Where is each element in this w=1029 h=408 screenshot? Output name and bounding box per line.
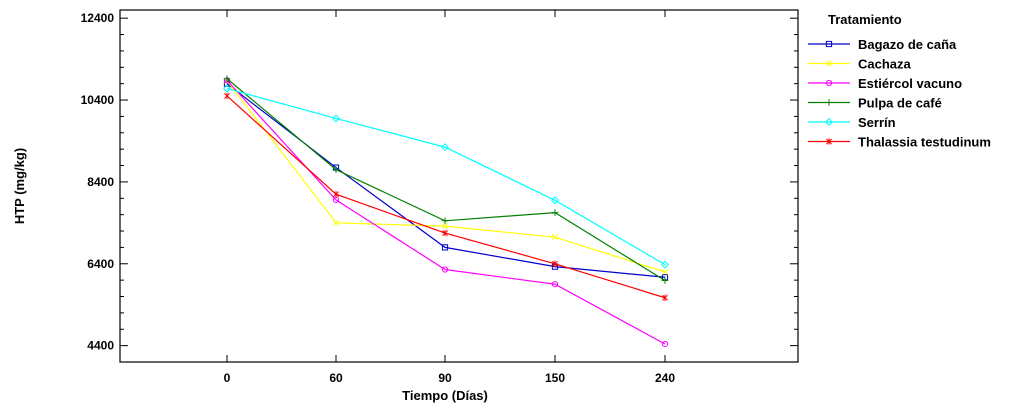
series-line — [226, 88, 666, 266]
legend-swatch-marker — [826, 60, 832, 67]
data-point — [662, 268, 668, 275]
data-point — [661, 277, 669, 284]
data-point — [222, 84, 232, 93]
data-point — [660, 260, 670, 269]
data-point — [223, 75, 231, 83]
data-point — [662, 294, 668, 302]
series-3 — [223, 77, 669, 348]
y-axis-label: HTP (mg/kg) — [12, 148, 27, 224]
series-4 — [223, 75, 669, 284]
legend-item: Bagazo de caña — [808, 37, 957, 52]
data-point — [552, 234, 558, 241]
legend-label: Cachaza — [858, 57, 912, 72]
data-point — [441, 217, 449, 225]
data-point — [332, 166, 340, 173]
legend-item: Thalassia testudinum — [808, 135, 991, 150]
y-tick-label: 4400 — [87, 339, 114, 353]
legend-swatch-marker — [825, 40, 833, 48]
x-tick-label: 150 — [545, 371, 565, 385]
data-point — [552, 260, 558, 268]
data-point — [442, 223, 448, 230]
y-tick-label: 12400 — [81, 11, 115, 25]
data-point — [331, 114, 341, 123]
series-6 — [224, 92, 668, 302]
x-tick-label: 240 — [655, 371, 675, 385]
y-tick-label: 6400 — [87, 257, 114, 271]
legend-label: Serrín — [858, 115, 896, 130]
series-5 — [222, 84, 670, 269]
legend-label: Pulpa de café — [858, 96, 942, 111]
data-point — [551, 209, 559, 216]
data-point — [661, 340, 669, 348]
data-point — [551, 281, 559, 288]
data-point — [550, 196, 560, 205]
series-line — [226, 83, 666, 278]
legend-label: Bagazo de caña — [858, 37, 957, 52]
legend-label: Thalassia testudinum — [858, 135, 991, 150]
plot-frame — [119, 9, 799, 363]
legend-item: Cachaza — [808, 57, 912, 72]
x-tick-label: 90 — [438, 371, 452, 385]
legend-item: Pulpa de café — [808, 96, 942, 111]
data-point — [441, 266, 449, 273]
data-point — [442, 229, 448, 237]
y-tick-label: 10400 — [81, 93, 115, 107]
x-tick-label: 60 — [329, 371, 343, 385]
series-line — [226, 80, 666, 273]
data-point — [224, 92, 230, 100]
data-point — [333, 190, 339, 198]
legend-label: Estiércol vacuno — [858, 76, 962, 91]
data-point — [333, 219, 339, 226]
data-point — [440, 143, 450, 152]
series-group — [222, 75, 670, 348]
y-tick-label: 8400 — [87, 175, 114, 189]
x-axis-label: Tiempo (Días) — [402, 388, 488, 403]
data-point — [441, 244, 449, 251]
series-line — [226, 79, 666, 345]
axis-ticks: 4400 6400 8400 10400 12400 0 60 90 150 240 — [81, 10, 798, 385]
series-1 — [223, 80, 669, 281]
legend-swatch-marker — [824, 117, 834, 127]
legend-item: Estiércol vacuno — [808, 76, 962, 91]
legend-swatch-marker — [825, 99, 833, 106]
x-tick-label: 0 — [224, 371, 231, 385]
legend-title: Tratamiento — [828, 12, 902, 27]
legend-item: Serrín — [808, 115, 896, 130]
legend: Tratamiento Bagazo de caña Cachaza Estiérc… — [808, 12, 991, 150]
legend-swatch-marker — [825, 79, 833, 87]
legend-swatch-marker — [826, 138, 832, 145]
